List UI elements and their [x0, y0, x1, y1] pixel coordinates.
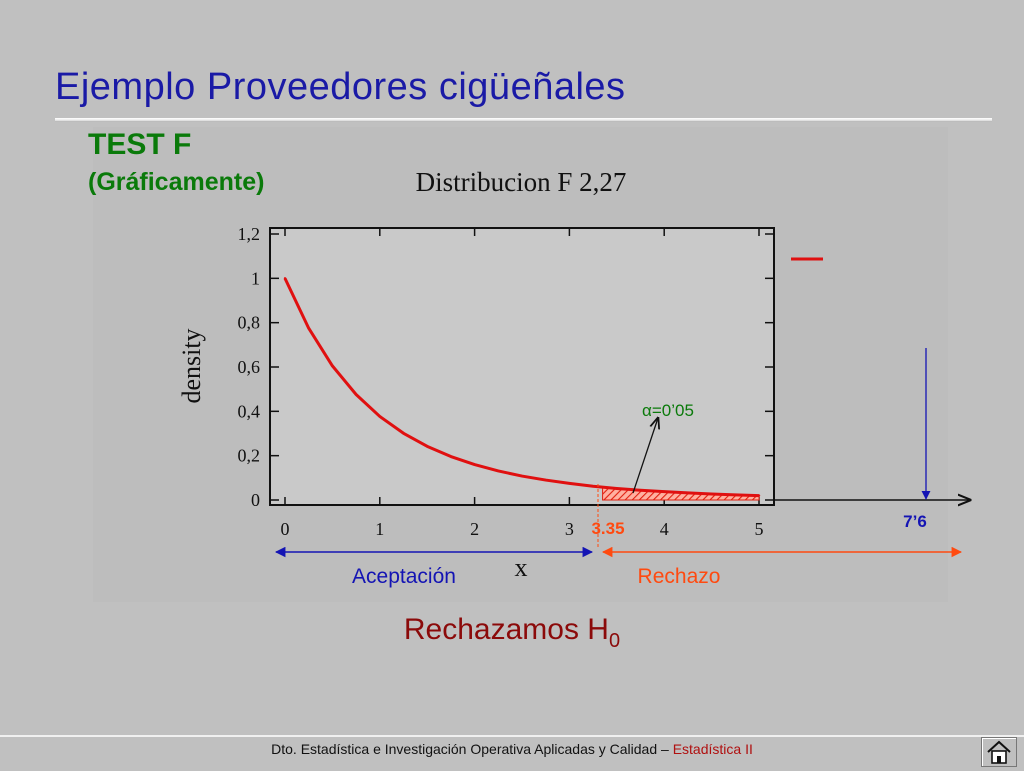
footer-divider [0, 735, 1024, 737]
footer: Dto. Estadística e Investigación Operati… [0, 741, 1024, 757]
x-tick-label: 4 [660, 519, 669, 539]
conclusion: Rechazamos H0 [0, 613, 1024, 653]
alpha-symbol: α [642, 401, 652, 420]
y-axis-label: density [177, 328, 206, 403]
y-tick-label: 1 [251, 268, 260, 288]
density-point [497, 469, 500, 473]
alpha-value: =0’05 [652, 401, 694, 420]
density-point [520, 474, 524, 478]
title-divider [55, 118, 992, 122]
home-icon [987, 740, 1011, 764]
density-point [426, 445, 429, 448]
x-axis-label: x [515, 553, 528, 582]
density-point [757, 494, 761, 497]
footer-course: Estadística II [672, 741, 753, 757]
y-tick-label: 0,2 [238, 446, 261, 466]
chart-title: Distribucion F 2,27 [416, 167, 627, 197]
x-tick-label: 2 [470, 519, 479, 539]
x-tick-label: 3 [565, 519, 574, 539]
density-point [663, 490, 666, 493]
y-tick-label: 0,8 [238, 313, 261, 333]
conclusion-text: Rechazamos H [403, 613, 609, 646]
density-point [544, 478, 547, 482]
density-point [449, 455, 453, 458]
density-point [402, 432, 405, 435]
density-point [639, 489, 642, 492]
x-tick-label: 1 [375, 519, 384, 539]
density-point [734, 493, 737, 497]
density-point [378, 415, 381, 418]
critical-value-label: 3.35 [591, 519, 624, 538]
y-tick-label: 0,4 [238, 401, 261, 421]
density-point [354, 393, 358, 396]
density-point [307, 327, 310, 330]
footer-department: Dto. Estadística e Investigación Operati… [271, 741, 673, 757]
conclusion-subscript: 0 [608, 630, 621, 652]
x-tick-label: 0 [281, 519, 290, 539]
y-tick-label: 1,2 [238, 224, 261, 244]
y-tick-label: 0,6 [238, 357, 261, 377]
density-point [686, 491, 690, 495]
density-point [591, 485, 595, 488]
density-point [331, 364, 334, 368]
density-point [568, 482, 571, 485]
test-title: TEST F [88, 128, 192, 161]
acceptance-region-label: Aceptación [352, 565, 456, 588]
y-tick-label: 0 [251, 490, 260, 510]
density-point [283, 277, 287, 280]
density-point [615, 487, 618, 490]
statistic-label: 7’6 [903, 512, 927, 531]
alpha-pointer [632, 418, 658, 494]
home-button[interactable] [981, 737, 1017, 767]
slide-title: Ejemplo Proveedores cigüeñales [55, 66, 626, 108]
rejection-region-label: Rechazo [638, 565, 721, 588]
density-point [710, 492, 713, 496]
density-point [473, 463, 476, 466]
test-subtitle: (Gráficamente) [88, 168, 265, 196]
plot-frame [269, 227, 775, 506]
x-tick-label: 5 [755, 519, 764, 539]
alpha-label: α=0’05 [642, 401, 694, 420]
